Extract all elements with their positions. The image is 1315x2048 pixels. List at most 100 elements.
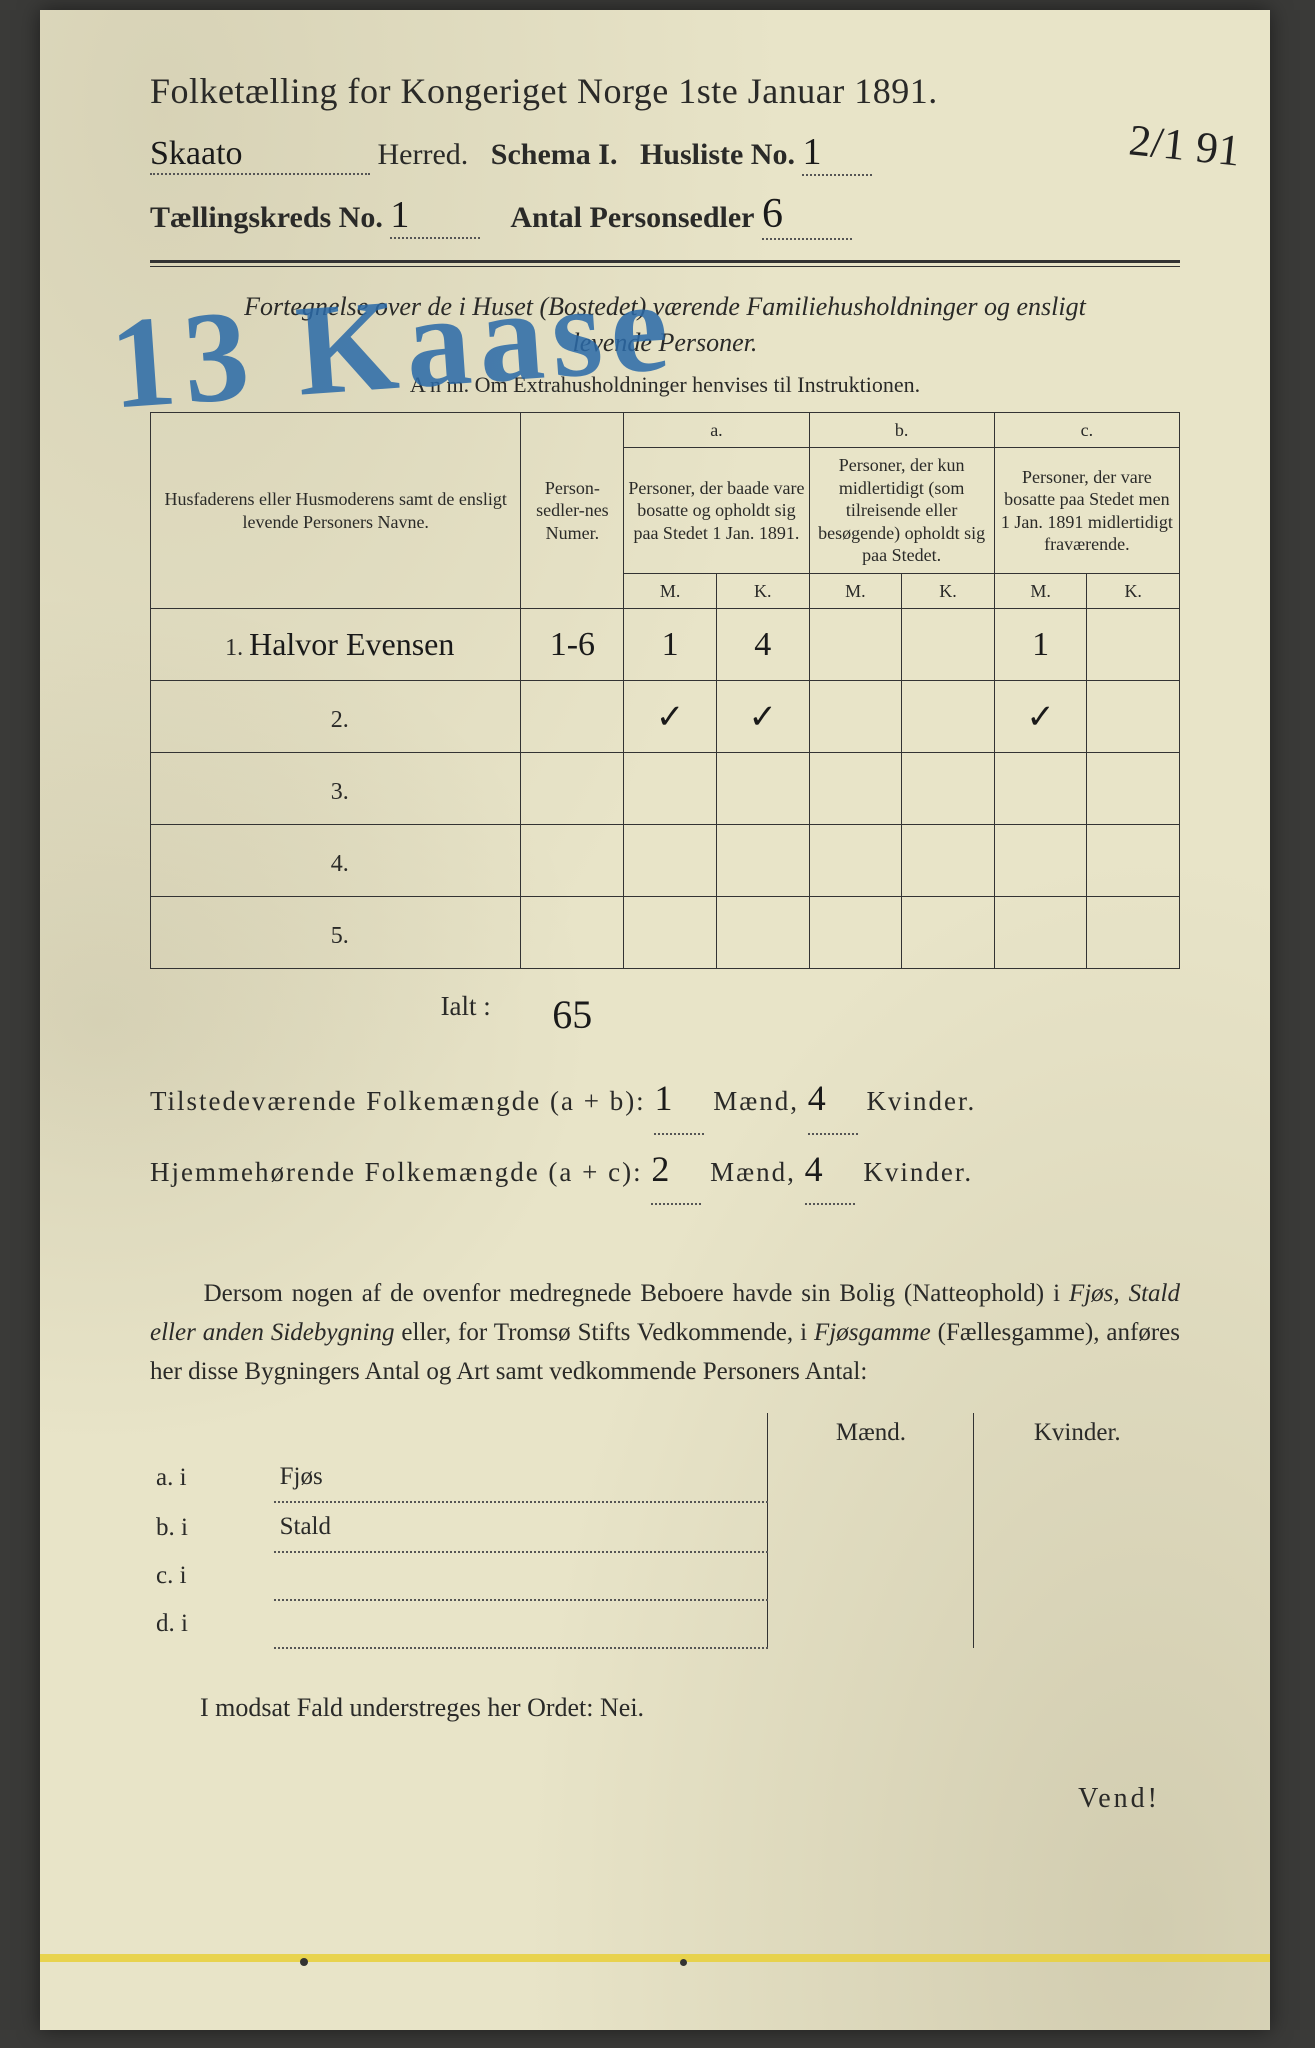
cell-a-m: 1 [624,609,717,681]
cell-c-k [1087,753,1180,825]
herred-label: Herred. [378,138,469,171]
row-number: 3. [151,753,521,825]
ialt-label: Ialt : [150,991,521,1038]
sum1-k: 4 [808,1078,828,1118]
anm-note: A n m. Om Extrahusholdninger henvises ti… [150,372,1180,398]
col-b-k: K. [902,573,995,609]
cell-b-k [902,681,995,753]
cell-c-k [1087,825,1180,897]
cell-c-m [994,825,1087,897]
kreds-value: 1 [390,194,409,236]
cell-a-k: 4 [716,609,809,681]
col-head-name: Husfaderens eller Husmoderens samt de en… [151,412,521,609]
cell-c-m: ✓ [994,681,1087,753]
table-row: 3. [151,753,1180,825]
col-a-k: K. [716,573,809,609]
bt-m [768,1552,974,1600]
row-number: 1. Halvor Evensen [151,609,521,681]
kreds-label: Tællingskreds No. [150,201,383,234]
bt-lab: c. i [150,1552,274,1600]
col-c-desc: Personer, der vare bosatte paa Stedet me… [994,448,1179,574]
bt-txt [274,1552,768,1600]
col-c-head: c. [994,412,1179,448]
sum2-label: Hjemmehørende Folkemængde (a + c): [150,1157,643,1187]
husliste-label: Husliste No. [640,138,795,171]
col-c-k: K. [1087,573,1180,609]
sum2-k: 4 [805,1149,825,1189]
row-number: 2. [151,681,521,753]
table-row: 5. [151,897,1180,969]
bt-kvinder: Kvinder. [974,1413,1180,1453]
cell-b-k [902,753,995,825]
cell-num [521,825,624,897]
double-rule [150,260,1180,267]
cell-a-m: ✓ [624,681,717,753]
outbuilding-row: c. i [150,1552,1180,1600]
col-a-m: M. [624,573,717,609]
census-form-paper: Folketælling for Kongeriget Norge 1ste J… [40,10,1270,2030]
cell-a-m [624,897,717,969]
table-row: 4. [151,825,1180,897]
cell-c-k [1087,609,1180,681]
bt-m [768,1453,974,1502]
summary-block: Tilstedeværende Folkemængde (a + b): 1 M… [150,1064,1180,1205]
cell-a-k: ✓ [716,681,809,753]
bt-k [974,1502,1180,1552]
bt-m [768,1502,974,1552]
col-head-num: Person-sedler-nes Numer. [521,412,624,609]
cell-a-m [624,825,717,897]
vend-label: Vend! [150,1783,1180,1815]
sum2-mlab: Mænd, [710,1157,796,1187]
cell-a-k [716,825,809,897]
header-line-3: Tællingskreds No. 1 Antal Personsedler 6 [150,190,1180,240]
bt-maend: Mænd. [768,1413,974,1453]
intro-text: Fortegnelse over de i Huset (Bostedet) v… [150,289,1180,362]
table-row: 2. ✓✓✓ [151,681,1180,753]
yellow-tape-strip [40,1954,1270,1962]
nei-line: I modsat Fald understreges her Ordet: Ne… [150,1693,1180,1723]
row-number: 5. [151,897,521,969]
bt-txt: Stald [274,1502,768,1552]
bt-k [974,1453,1180,1502]
cell-num [521,897,624,969]
husliste-value: 1 [802,131,821,173]
outbuilding-row: b. iStald [150,1502,1180,1552]
sum2-klab: Kvinder. [863,1157,973,1187]
col-b-m: M. [809,573,902,609]
bt-txt: Fjøs [274,1453,768,1502]
bt-lab: b. i [150,1502,274,1552]
bt-txt [274,1600,768,1648]
cell-a-m [624,753,717,825]
cell-c-k [1087,897,1180,969]
sum1-klab: Kvinder. [866,1086,976,1116]
table-row: 1. Halvor Evensen1-6141 [151,609,1180,681]
cell-c-m: 1 [994,609,1087,681]
outbuilding-paragraph: Dersom nogen af de ovenfor medregnede Be… [150,1275,1180,1391]
schema-label: Schema I. [491,138,618,171]
sum1-mlab: Mænd, [713,1086,799,1116]
outbuilding-table: Mænd. Kvinder. a. iFjøsb. iStaldc. id. i [150,1413,1180,1649]
sum2-m: 2 [651,1149,671,1189]
cell-a-k [716,897,809,969]
intro-line1: Fortegnelse over de i Huset (Bostedet) v… [244,292,1086,321]
cell-c-k [1087,681,1180,753]
cell-num [521,681,624,753]
cell-num [521,753,624,825]
cell-b-m [809,753,902,825]
speck [300,1958,308,1966]
cell-b-k [902,825,995,897]
row-number: 4. [151,825,521,897]
sum1-m: 1 [654,1078,674,1118]
intro-line2: levende Personer. [573,328,758,357]
speck [680,1959,687,1966]
cell-b-m [809,609,902,681]
form-content: Folketælling for Kongeriget Norge 1ste J… [40,10,1270,1855]
cell-b-k [902,897,995,969]
cell-c-m [994,897,1087,969]
outbuilding-row: a. iFjøs [150,1453,1180,1502]
main-title: Folketælling for Kongeriget Norge 1ste J… [150,70,1180,112]
bt-k [974,1552,1180,1600]
cell-num: 1-6 [521,609,624,681]
herred-value: Skaato [150,135,243,172]
cell-a-k [716,753,809,825]
